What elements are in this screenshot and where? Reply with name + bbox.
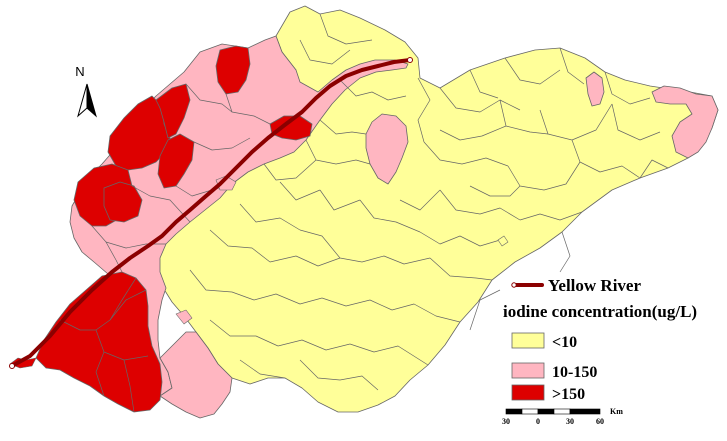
zone-high-northwest-5 (103, 181, 143, 223)
zone-mid-spot-a (215, 175, 237, 191)
zone-high-north-corner (215, 45, 251, 95)
legend-title: iodine concentration(ug/L) (503, 302, 697, 321)
zone-mid-south-strip (159, 331, 233, 419)
legend-river: Yellow River (511, 276, 641, 295)
zone-high-central-north (269, 115, 313, 141)
legend-item-mid: 10-150 (511, 362, 597, 381)
zone-high-northwest-2 (155, 83, 191, 139)
river-mouth-marker (407, 57, 413, 63)
legend: Yellow River iodine concentration(ug/L) … (503, 276, 697, 403)
scale-unit: Km (610, 407, 623, 416)
scale-tick-1: 0 (536, 417, 540, 426)
legend-label-low: <10 (552, 334, 577, 351)
zone-mid-spot-b (175, 309, 193, 325)
legend-label-mid: 10-150 (552, 364, 597, 381)
legend-swatch-mid (511, 362, 545, 379)
legend-item-high: >150 (511, 384, 585, 403)
scale-tick-2: 30 (566, 417, 574, 426)
province-regions (9, 5, 719, 419)
north-arrow: N (75, 64, 97, 118)
zone-mid-east-tip (651, 85, 719, 159)
island-mark (497, 235, 509, 247)
scale-tick-0: 30 (502, 417, 510, 426)
zone-mid-east-spot (585, 71, 605, 107)
legend-swatch-high (511, 384, 545, 401)
river-source-marker (9, 363, 15, 369)
north-arrow-icon (77, 83, 97, 118)
zone-mid-central-enclave (365, 113, 409, 185)
county-borders (59, 13, 669, 413)
north-label: N (75, 64, 84, 79)
legend-item-low: <10 (511, 332, 577, 351)
legend-swatch-low (511, 332, 545, 349)
scale-bar: 30 0 30 60 Km (502, 407, 623, 426)
zone-high-southwest (35, 271, 163, 413)
legend-river-label: Yellow River (548, 276, 641, 295)
zone-high-northwest-3 (157, 133, 195, 189)
legend-label-high: >150 (552, 386, 585, 403)
scale-tick-3: 60 (596, 417, 604, 426)
yellow-river-line (10, 58, 412, 368)
